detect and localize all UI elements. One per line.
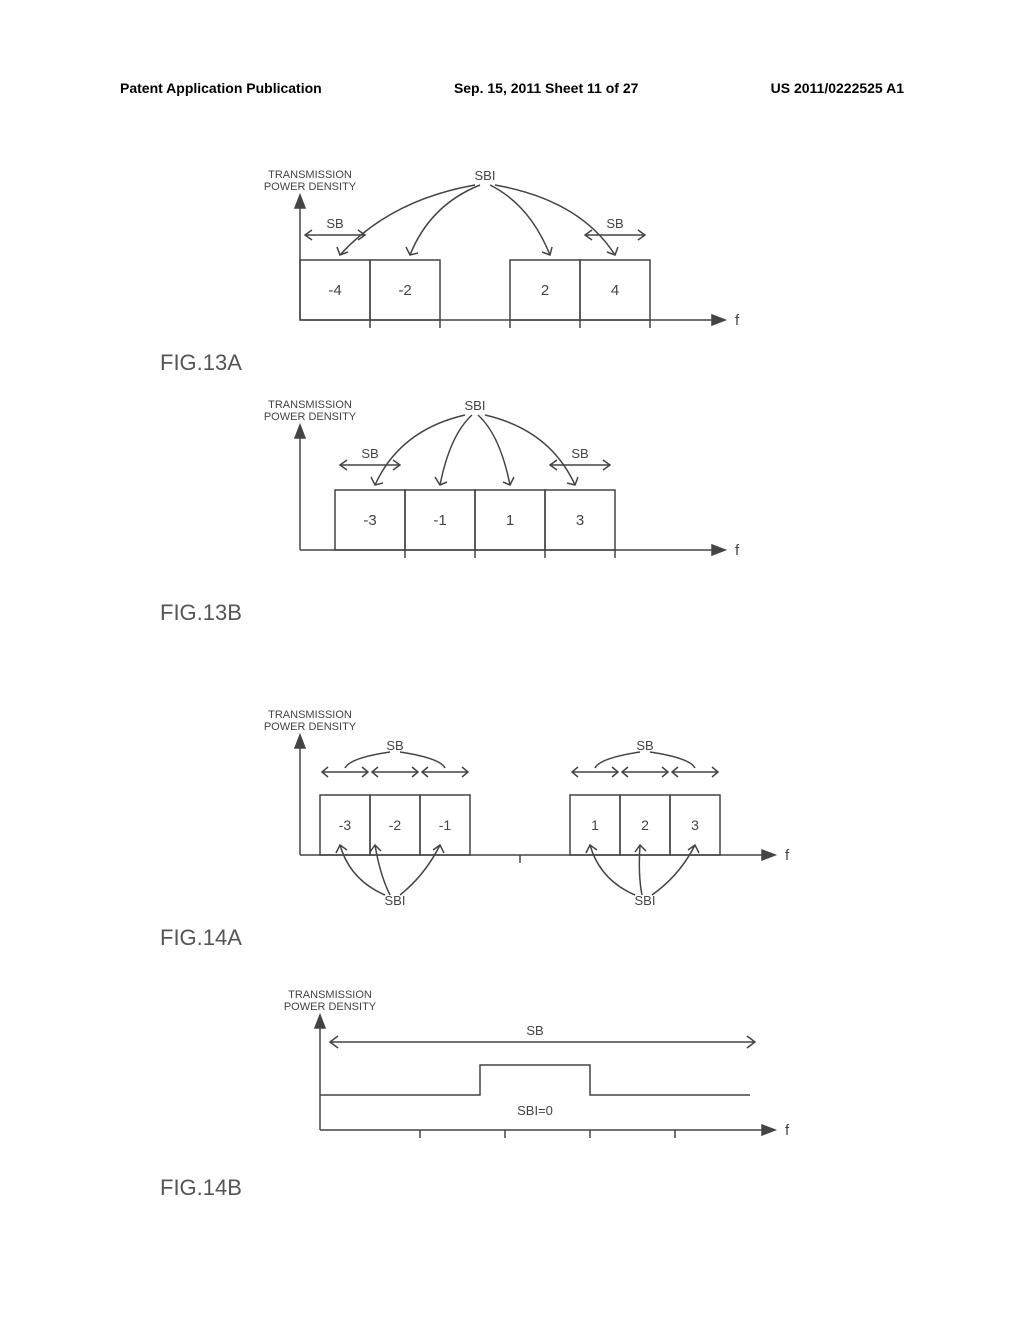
fig14a-label: FIG.14A <box>160 925 242 951</box>
sb-label: SB <box>361 446 378 461</box>
bar-label: 1 <box>591 817 599 833</box>
sbi-label: SBI <box>475 168 496 183</box>
sb-label: SB <box>571 446 588 461</box>
xaxis-label: f <box>785 1122 790 1139</box>
xaxis-label: f <box>735 312 740 329</box>
bar-label: 1 <box>506 512 514 529</box>
sbi0-label: SBI=0 <box>517 1103 553 1118</box>
bar-label: -2 <box>389 817 402 833</box>
header-left: Patent Application Publication <box>120 80 322 96</box>
bar-label: 3 <box>576 512 584 529</box>
page-header: Patent Application Publication Sep. 15, … <box>0 80 1024 96</box>
fig14b-label: FIG.14B <box>160 1175 242 1201</box>
bar-label: 4 <box>611 282 619 299</box>
sbi-label: SBI <box>465 398 486 413</box>
sb-label: SB <box>606 216 623 231</box>
sb-label: SB <box>636 738 653 753</box>
bar-label: -3 <box>363 512 376 529</box>
bar-label: 2 <box>541 282 549 299</box>
fig13b-label: FIG.13B <box>160 600 242 626</box>
bar-label: -1 <box>439 817 452 833</box>
yaxis-label: TRANSMISSIONPOWER DENSITY <box>264 709 357 733</box>
fig13a-label: FIG.13A <box>160 350 242 376</box>
fig14b-plot: TRANSMISSIONPOWER DENSITY f SB SBI=0 <box>260 980 800 1160</box>
header-center: Sep. 15, 2011 Sheet 11 of 27 <box>454 80 638 96</box>
bar-label: 2 <box>641 817 649 833</box>
sb-label: SB <box>526 1023 543 1038</box>
fig13a-plot: TRANSMISSIONPOWER DENSITY f -4 -2 2 4 SB… <box>240 160 760 350</box>
yaxis-label: TRANSMISSIONPOWER DENSITY <box>264 399 357 423</box>
header-right: US 2011/0222525 A1 <box>771 80 904 96</box>
xaxis-label: f <box>785 847 790 864</box>
bar-label: 3 <box>691 817 699 833</box>
sb-label: SB <box>386 738 403 753</box>
bar-label: -1 <box>433 512 446 529</box>
yaxis-label: TRANSMISSIONPOWER DENSITY <box>264 169 357 193</box>
sbi-label: SBI <box>385 893 406 908</box>
bar-label: -4 <box>328 282 341 299</box>
yaxis-label: TRANSMISSIONPOWER DENSITY <box>284 989 377 1013</box>
bar-label: -2 <box>398 282 411 299</box>
sb-label: SB <box>326 216 343 231</box>
fig13b-plot: TRANSMISSIONPOWER DENSITY f -3 -1 1 3 SB… <box>240 390 760 580</box>
bar-label: -3 <box>339 817 352 833</box>
fig14a-plot: TRANSMISSIONPOWER DENSITY f -3 -2 -1 1 2… <box>240 700 800 920</box>
xaxis-label: f <box>735 542 740 559</box>
